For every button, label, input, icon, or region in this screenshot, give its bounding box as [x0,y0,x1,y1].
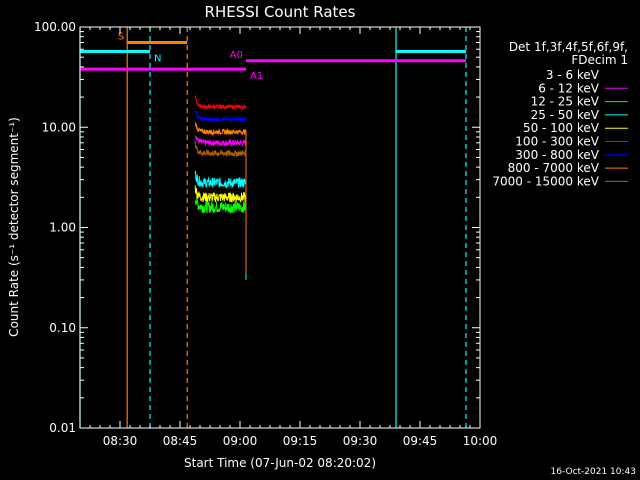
state-bar-label: N [154,53,161,64]
y-tick-label: 0.01 [49,421,76,435]
legend-label: 100 - 300 keV [515,135,599,149]
series-line [194,170,247,280]
y-tick-label: 0.10 [49,321,76,335]
series-line [194,95,247,111]
legend-header: FDecim 1 [571,53,628,67]
x-tick-label: 09:15 [283,434,318,448]
legend-label: 25 - 50 keV [531,108,600,122]
series-line [194,110,247,123]
x-tick-label: 10:00 [463,434,498,448]
legend: Det 1f,3f,4f,5f,6f,9f,FDecim 13 - 6 keV6… [492,40,628,188]
x-tick-label: 09:30 [343,434,378,448]
state-bar-label: A1 [250,71,263,82]
y-tick-label: 100.00 [34,20,76,34]
series-layer [194,95,247,350]
x-axis-label: Start Time (07-Jun-02 08:20:02) [184,456,376,470]
state-bar-label: S [118,32,124,43]
legend-label: 800 - 7000 keV [508,161,600,175]
series-line [194,135,247,148]
overlay-lines [79,27,467,428]
footer-date: 16-Oct-2021 10:43 [551,467,636,477]
series-line [194,140,247,158]
series-line [194,206,247,350]
axes: 08:30 08:45 09:00 09:15 09:30 09:45 10:00 0.01 0… [34,20,497,448]
plot-frame [79,26,481,429]
attenuator-marker-layer: S N A0 A1 [80,32,466,82]
legend-label: 300 - 800 keV [515,148,599,162]
legend-label: 7000 - 15000 keV [492,174,599,188]
y-tick-label: 10.00 [42,120,76,134]
series-line [194,185,247,203]
x-tick-label: 09:45 [403,434,438,448]
legend-label: 50 - 100 keV [523,121,600,135]
series-line [194,196,247,214]
x-tick-label: 08:45 [163,434,198,448]
series-line [194,122,247,274]
legend-label: 12 - 25 keV [531,95,600,109]
chart-title: RHESSI Count Rates [205,3,356,21]
y-tick-label: 1.00 [49,221,76,235]
legend-label: 6 - 12 keV [538,81,600,95]
x-tick-label: 09:00 [223,434,258,448]
legend-header: Det 1f,3f,4f,5f,6f,9f, [509,40,628,54]
legend-label: 3 - 6 keV [546,68,600,82]
x-tick-label: 08:30 [103,434,138,448]
state-bar-label: A0 [230,50,243,61]
y-axis-label: Count Rate (s⁻¹ detector segment⁻¹) [7,117,21,337]
